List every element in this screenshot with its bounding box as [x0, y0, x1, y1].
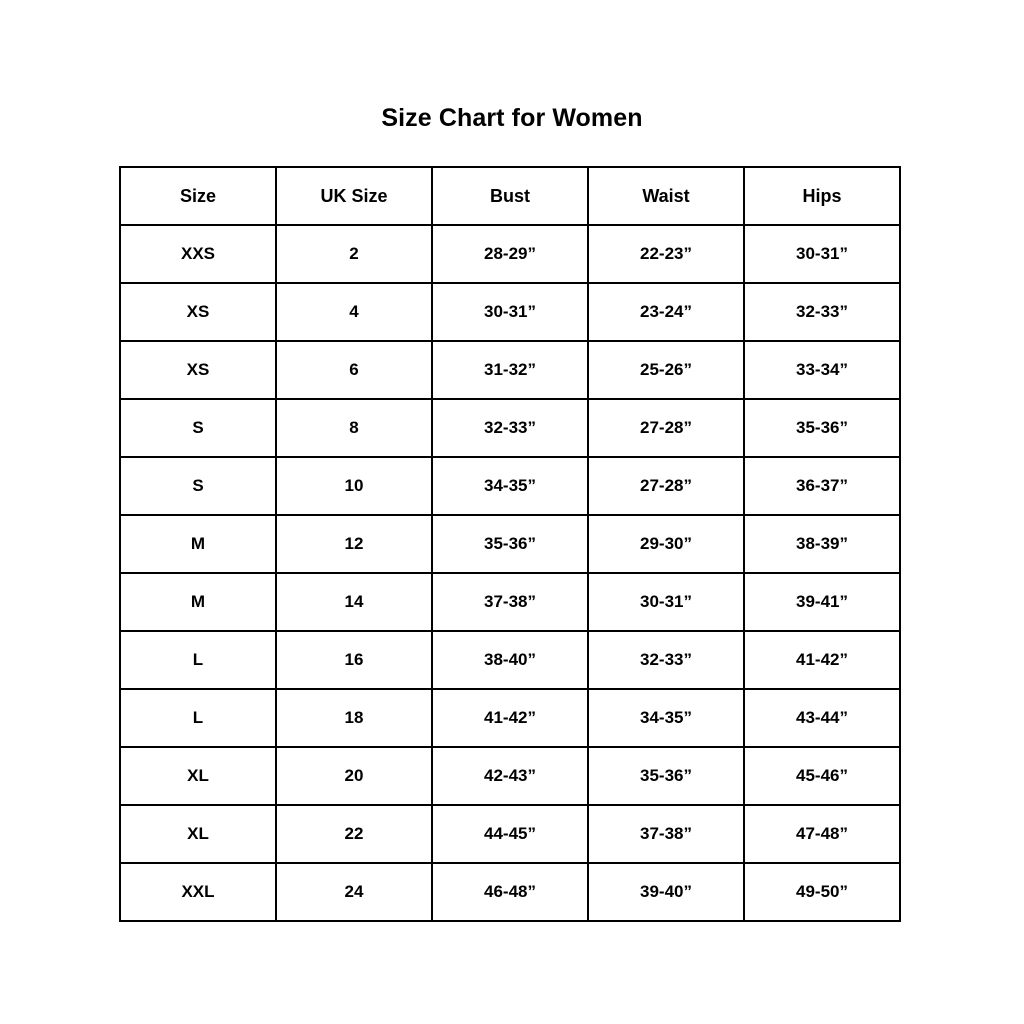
cell-waist: 27-28” — [587, 456, 745, 516]
cell-uk-size: 14 — [275, 572, 433, 632]
cell-waist: 23-24” — [587, 282, 745, 342]
cell-size: S — [119, 456, 277, 516]
table-row: S 8 32-33” 27-28” 35-36” — [119, 398, 901, 458]
cell-uk-size: 22 — [275, 804, 433, 864]
cell-hips: 36-37” — [743, 456, 901, 516]
cell-hips: 47-48” — [743, 804, 901, 864]
cell-uk-size: 6 — [275, 340, 433, 400]
cell-size: XXL — [119, 862, 277, 922]
cell-size: M — [119, 514, 277, 574]
cell-uk-size: 24 — [275, 862, 433, 922]
cell-uk-size: 2 — [275, 224, 433, 284]
table-row: XXL 24 46-48” 39-40” 49-50” — [119, 862, 901, 922]
cell-size: XL — [119, 746, 277, 806]
cell-uk-size: 4 — [275, 282, 433, 342]
cell-waist: 34-35” — [587, 688, 745, 748]
cell-size: XXS — [119, 224, 277, 284]
cell-uk-size: 10 — [275, 456, 433, 516]
column-header-size: Size — [119, 166, 277, 226]
cell-size: S — [119, 398, 277, 458]
cell-bust: 34-35” — [431, 456, 589, 516]
cell-hips: 49-50” — [743, 862, 901, 922]
table-row: XXS 2 28-29” 22-23” 30-31” — [119, 224, 901, 284]
column-header-waist: Waist — [587, 166, 745, 226]
cell-size: XS — [119, 282, 277, 342]
cell-waist: 27-28” — [587, 398, 745, 458]
table-row: S 10 34-35” 27-28” 36-37” — [119, 456, 901, 516]
cell-size: L — [119, 688, 277, 748]
cell-waist: 22-23” — [587, 224, 745, 284]
cell-hips: 39-41” — [743, 572, 901, 632]
cell-hips: 41-42” — [743, 630, 901, 690]
cell-waist: 37-38” — [587, 804, 745, 864]
cell-waist: 35-36” — [587, 746, 745, 806]
cell-size: M — [119, 572, 277, 632]
table-row: M 12 35-36” 29-30” 38-39” — [119, 514, 901, 574]
table-body: XXS 2 28-29” 22-23” 30-31” XS 4 30-31” 2… — [119, 224, 901, 922]
cell-hips: 35-36” — [743, 398, 901, 458]
table-row: M 14 37-38” 30-31” 39-41” — [119, 572, 901, 632]
cell-waist: 25-26” — [587, 340, 745, 400]
cell-hips: 30-31” — [743, 224, 901, 284]
size-chart-table: Size UK Size Bust Waist Hips XXS 2 28-29… — [119, 166, 901, 922]
cell-hips: 38-39” — [743, 514, 901, 574]
table-row: XL 20 42-43” 35-36” 45-46” — [119, 746, 901, 806]
cell-uk-size: 12 — [275, 514, 433, 574]
cell-waist: 30-31” — [587, 572, 745, 632]
cell-hips: 33-34” — [743, 340, 901, 400]
cell-hips: 43-44” — [743, 688, 901, 748]
cell-waist: 32-33” — [587, 630, 745, 690]
cell-bust: 35-36” — [431, 514, 589, 574]
cell-bust: 44-45” — [431, 804, 589, 864]
table-row: XS 6 31-32” 25-26” 33-34” — [119, 340, 901, 400]
cell-size: XL — [119, 804, 277, 864]
table-row: L 18 41-42” 34-35” 43-44” — [119, 688, 901, 748]
cell-size: XS — [119, 340, 277, 400]
cell-bust: 41-42” — [431, 688, 589, 748]
cell-hips: 32-33” — [743, 282, 901, 342]
table-row: XL 22 44-45” 37-38” 47-48” — [119, 804, 901, 864]
cell-bust: 31-32” — [431, 340, 589, 400]
table-row: L 16 38-40” 32-33” 41-42” — [119, 630, 901, 690]
cell-uk-size: 18 — [275, 688, 433, 748]
cell-bust: 46-48” — [431, 862, 589, 922]
table-header: Size UK Size Bust Waist Hips — [119, 166, 901, 226]
cell-waist: 39-40” — [587, 862, 745, 922]
cell-uk-size: 20 — [275, 746, 433, 806]
table-row: XS 4 30-31” 23-24” 32-33” — [119, 282, 901, 342]
cell-bust: 32-33” — [431, 398, 589, 458]
table-header-row: Size UK Size Bust Waist Hips — [119, 166, 901, 226]
cell-bust: 38-40” — [431, 630, 589, 690]
cell-size: L — [119, 630, 277, 690]
column-header-uk-size: UK Size — [275, 166, 433, 226]
cell-uk-size: 16 — [275, 630, 433, 690]
column-header-hips: Hips — [743, 166, 901, 226]
cell-hips: 45-46” — [743, 746, 901, 806]
cell-bust: 28-29” — [431, 224, 589, 284]
cell-bust: 42-43” — [431, 746, 589, 806]
cell-bust: 30-31” — [431, 282, 589, 342]
cell-bust: 37-38” — [431, 572, 589, 632]
page-title: Size Chart for Women — [381, 104, 643, 132]
column-header-bust: Bust — [431, 166, 589, 226]
cell-uk-size: 8 — [275, 398, 433, 458]
cell-waist: 29-30” — [587, 514, 745, 574]
